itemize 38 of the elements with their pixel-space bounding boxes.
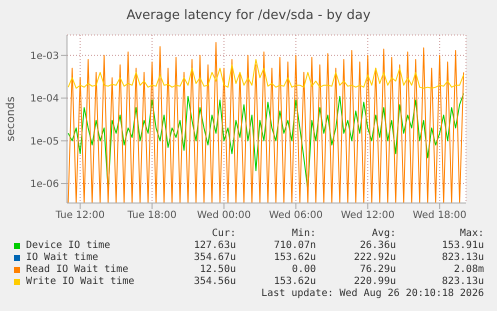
y-tick-label: 1e-03 xyxy=(30,50,59,62)
text: 354.56u xyxy=(192,276,237,288)
text: 127.63u xyxy=(192,240,237,252)
text: 823.13u xyxy=(440,252,484,264)
chart-title: Average latency for /dev/sda - by day xyxy=(125,8,372,23)
text: 153.62u xyxy=(272,276,317,288)
x-tick-label: Wed 06:00 xyxy=(268,210,323,222)
text: Min: xyxy=(290,228,317,240)
text: 220.99u xyxy=(352,276,397,288)
x-tick-label: Tue 18:00 xyxy=(126,210,177,222)
text: 12.50u xyxy=(198,264,237,276)
legend-label: Write IO Wait time xyxy=(26,276,134,288)
legend-label: IO Wait time xyxy=(26,252,98,264)
text: 0.00 xyxy=(290,264,317,276)
x-tick-label: Wed 18:00 xyxy=(412,210,467,222)
x-tick-label: Wed 12:00 xyxy=(340,210,395,222)
text: Cur: xyxy=(210,228,237,240)
x-tick-label: Wed 00:00 xyxy=(197,210,251,222)
text: Last update: Wed Aug 26 20:10:18 2026 xyxy=(260,288,484,300)
text: 153.91u xyxy=(440,240,484,252)
x-tick-label: Tue 12:00 xyxy=(54,210,105,222)
text: 354.67u xyxy=(192,252,237,264)
text: 2.08m xyxy=(452,264,484,276)
y-tick-label: 1e-06 xyxy=(30,179,59,190)
y-axis-title: seconds xyxy=(4,96,17,142)
text: 222.92u xyxy=(352,252,397,264)
line-series xyxy=(68,59,464,89)
legend-label: Device IO time xyxy=(26,240,110,252)
text: 153.62u xyxy=(272,252,317,264)
legend-label: Read IO Wait time xyxy=(26,264,128,276)
text: 710.07n xyxy=(272,240,317,252)
y-tick-label: 1e-04 xyxy=(30,94,59,105)
text: 76.29u xyxy=(358,264,397,276)
text: 823.13u xyxy=(440,276,484,288)
text: 26.36u xyxy=(358,240,397,252)
y-tick-label: 1e-05 xyxy=(30,136,59,148)
text: Avg: xyxy=(370,228,397,240)
text: Max: xyxy=(458,228,484,240)
